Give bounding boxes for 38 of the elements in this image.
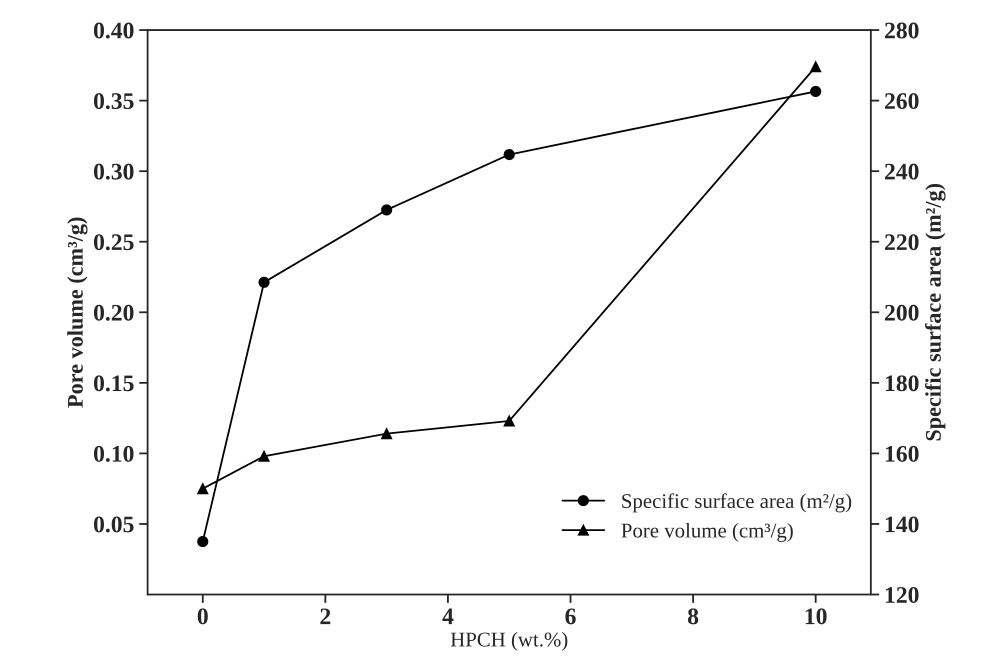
y-axis-title: Pore volume (cm³/g) [67, 218, 88, 408]
y-tick-label: 0.35 [94, 93, 134, 110]
x-tick-label: 4 [442, 608, 454, 624]
point [381, 204, 392, 216]
legend-label: Specific surface area (m²/g) [622, 493, 852, 512]
point [504, 415, 515, 427]
y2-tick-label: 140 [886, 516, 919, 532]
y-tick-label: 0.20 [94, 304, 134, 321]
point [197, 483, 208, 494]
point [504, 149, 515, 160]
point [258, 450, 270, 462]
y2-tick-label: 180 [886, 375, 919, 392]
point [381, 428, 392, 440]
y-tick-label: 0.15 [94, 375, 134, 392]
point [810, 86, 822, 97]
point [258, 276, 270, 288]
y2-tick-label: 200 [885, 304, 919, 321]
point [197, 536, 208, 548]
y2-tick-label: 240 [885, 164, 919, 180]
y-tick-label: 0.05 [94, 516, 134, 532]
y2-tick-label: 220 [885, 234, 919, 250]
y-tick-label: 0.10 [94, 446, 134, 462]
y2-tick-label: 120 [886, 587, 919, 603]
y2-tick-label: 280 [885, 22, 919, 38]
legend-label: Pore volume (cm³/g) [621, 522, 793, 542]
x-tick-label: 10 [806, 608, 827, 624]
y-tick-label: 0.25 [94, 234, 134, 250]
y2-tick-label: 160 [886, 446, 919, 462]
y2-tick-label: 260 [885, 93, 919, 110]
y-tick-label: 0.40 [94, 22, 134, 39]
x-tick-label: 8 [688, 608, 698, 624]
point [810, 61, 822, 72]
x-tick-label: 2 [320, 608, 330, 624]
x-axis-title: HPCH (wt.%) [450, 632, 568, 651]
y-tick-label: 0.30 [94, 164, 134, 180]
x-tick-label: 6 [565, 608, 576, 624]
y2-axis-title: Specific surface area (m²/g) [925, 184, 946, 440]
x-tick-label: 0 [198, 608, 208, 624]
